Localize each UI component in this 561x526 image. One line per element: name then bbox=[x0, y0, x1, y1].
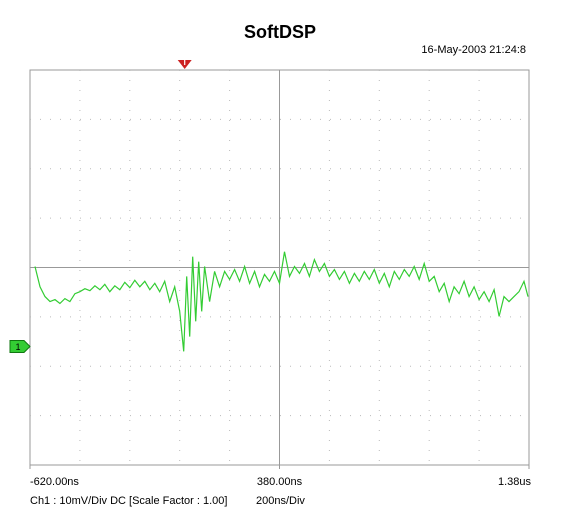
channel-label: 1 bbox=[15, 342, 20, 352]
channel-marker: 1 bbox=[9, 340, 31, 353]
x-tick-label: 1.38us bbox=[498, 476, 532, 488]
trigger-marker: T bbox=[177, 58, 192, 69]
timestamp: 16-May-2003 21:24:8 bbox=[421, 44, 526, 56]
chart-title: SoftDSP bbox=[244, 22, 316, 42]
channel-info: Ch1 : 10mV/Div DC [Scale Factor : 1.00] bbox=[30, 495, 227, 507]
time-base: 200ns/Div bbox=[256, 495, 305, 507]
trigger-label: T bbox=[182, 58, 187, 67]
x-tick-label: -620.00ns bbox=[30, 476, 79, 488]
trigger-arrow bbox=[177, 60, 192, 69]
x-tick-label: 380.00ns bbox=[257, 476, 303, 488]
waveform bbox=[34, 251, 529, 352]
channel-arrow bbox=[9, 340, 31, 353]
